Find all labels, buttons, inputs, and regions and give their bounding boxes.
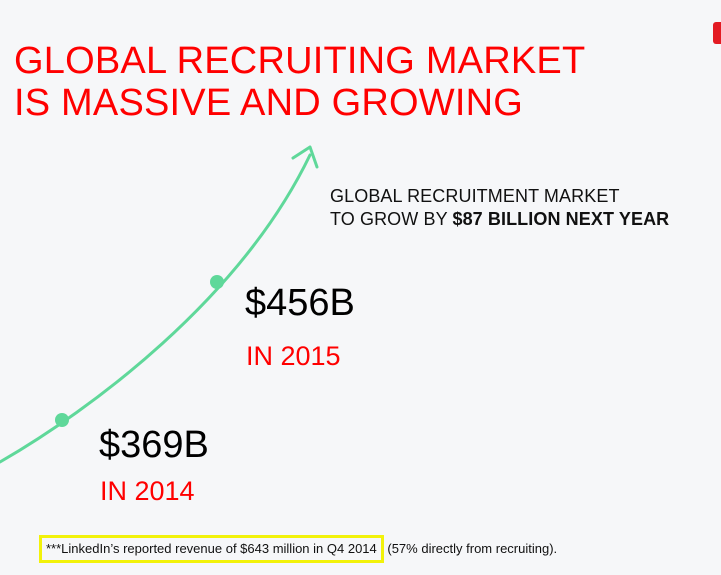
headline-prefix: TO GROW BY	[330, 209, 453, 229]
title-line-2: IS MASSIVE AND GROWING	[14, 82, 524, 124]
year-2014: IN 2014	[100, 476, 195, 506]
footnote-highlight: ***LinkedIn’s reported revenue of $643 m…	[39, 535, 384, 563]
corner-logo-mark	[713, 22, 721, 44]
year-2015: IN 2015	[246, 341, 341, 371]
title-line-1: GLOBAL RECRUITING MARKET	[14, 40, 586, 82]
value-2014: $369B	[99, 424, 209, 466]
slide-title: GLOBAL RECRUITING MARKET IS MASSIVE AND …	[14, 40, 585, 124]
growth-headline: GLOBAL RECRUITMENT MARKET TO GROW BY $87…	[330, 185, 669, 231]
footnote: ***LinkedIn’s reported revenue of $643 m…	[39, 535, 558, 563]
footnote-rest: (57% directly from recruiting).	[383, 541, 558, 556]
value-2015: $456B	[245, 282, 355, 324]
growth-curve	[0, 153, 312, 464]
marker-2015	[210, 275, 224, 289]
headline-line-2: TO GROW BY $87 BILLION NEXT YEAR	[330, 208, 669, 231]
marker-2014	[55, 413, 69, 427]
headline-amount: $87 BILLION NEXT YEAR	[452, 209, 670, 229]
arrow-head-icon	[291, 145, 319, 169]
headline-line-1: GLOBAL RECRUITMENT MARKET	[330, 186, 620, 206]
